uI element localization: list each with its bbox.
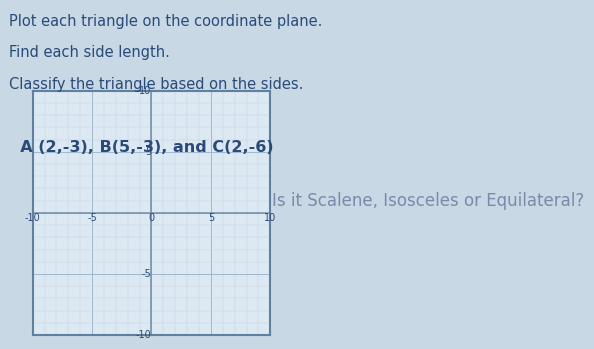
Text: Plot each triangle on the coordinate plane.: Plot each triangle on the coordinate pla… bbox=[9, 14, 323, 29]
Text: Is it Scalene, Isosceles or Equilateral?: Is it Scalene, Isosceles or Equilateral? bbox=[271, 192, 584, 210]
Text: 5: 5 bbox=[208, 213, 214, 223]
Text: 5: 5 bbox=[145, 147, 151, 157]
Text: -10: -10 bbox=[25, 213, 40, 223]
Text: -5: -5 bbox=[142, 269, 151, 279]
Text: 10: 10 bbox=[264, 213, 276, 223]
Text: -10: -10 bbox=[135, 330, 151, 340]
Text: Classify the triangle based on the sides.: Classify the triangle based on the sides… bbox=[9, 77, 304, 92]
Text: Find each side length.: Find each side length. bbox=[9, 45, 170, 60]
Text: A (2,-3), B(5,-3), and C(2,-6): A (2,-3), B(5,-3), and C(2,-6) bbox=[9, 140, 273, 155]
Text: 10: 10 bbox=[139, 86, 151, 96]
Text: 0: 0 bbox=[148, 213, 154, 223]
Text: -5: -5 bbox=[87, 213, 97, 223]
